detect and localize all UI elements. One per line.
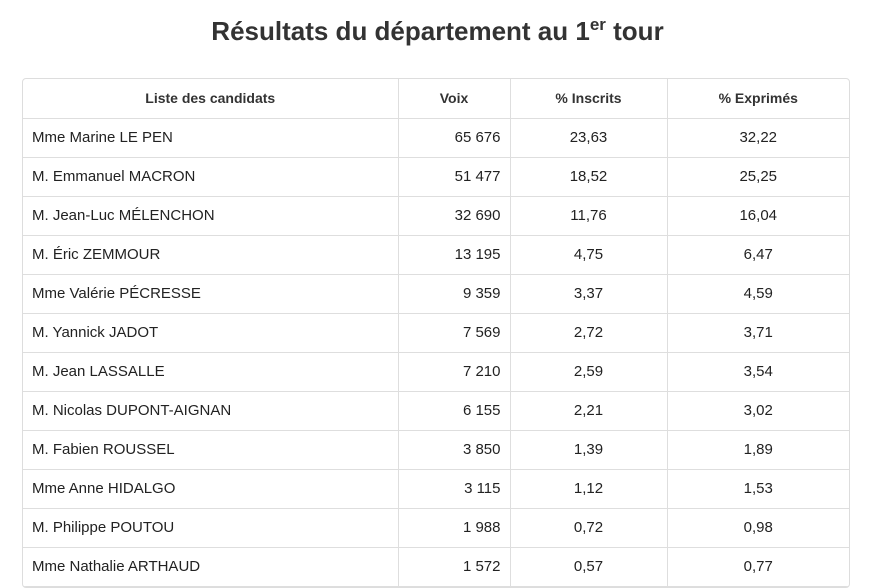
header-row: Liste des candidats Voix% Inscrits% Expri… [23, 79, 849, 119]
votes: 3 850 [397, 429, 511, 470]
title: Résultats du département au 1er tour [0, 16, 875, 47]
table-row: M. Philippe POUTOU 1 988 0,72 0,98 [23, 507, 849, 548]
table-row: M. Nicolas DUPONT-AIGNAN 6 155 2,21 3,02 [23, 390, 849, 431]
table-row: M. Jean LASSALLE 7 210 2,59 3,54 [23, 351, 849, 392]
pct-registered: 23,63 [509, 117, 668, 158]
table-row: M. Éric ZEMMOUR 13 195 4,75 6,47 [23, 234, 849, 275]
table-row: M. Jean-Luc MÉLENCHON 32 690 11,76 16,04 [23, 195, 849, 236]
table-row: Mme Nathalie ARTHAUD 1 572 0,57 0,77 [23, 546, 849, 587]
results-table: Liste des candidats Voix% Inscrits% Expri… [23, 79, 849, 587]
title-sup: er [589, 15, 606, 34]
pct-registered: 2,72 [509, 312, 668, 353]
votes: 7 210 [397, 351, 511, 392]
pct-cast: 25,25 [666, 156, 849, 197]
votes: 13 195 [397, 234, 511, 275]
pct-registered: 2,21 [509, 390, 668, 431]
candidate-name: M. Nicolas DUPONT-AIGNAN [23, 390, 399, 431]
candidate-name: Mme Nathalie ARTHAUD [23, 546, 399, 587]
table-row: Mme Marine LE PEN 65 676 23,63 32,22 [23, 117, 849, 158]
pct-registered: 1,39 [509, 429, 668, 470]
pct-cast: 0,98 [666, 507, 849, 548]
candidate-name: M. Jean-Luc MÉLENCHON [23, 195, 399, 236]
pct-cast: 0,77 [666, 546, 849, 587]
pct-registered: 0,57 [509, 546, 668, 587]
title-text: Résultats du département au 1 [211, 16, 590, 46]
candidate-name: M. Yannick JADOT [23, 312, 399, 353]
votes: 6 155 [397, 390, 511, 431]
column-header: Liste des candidats [23, 79, 399, 119]
votes: 3 115 [397, 468, 511, 509]
candidate-name: M. Philippe POUTOU [23, 507, 399, 548]
pct-registered: 18,52 [509, 156, 668, 197]
column-header: Voix [397, 79, 511, 119]
pct-cast: 16,04 [666, 195, 849, 236]
candidate-name: M. Emmanuel MACRON [23, 156, 399, 197]
candidate-name: M. Fabien ROUSSEL [23, 429, 399, 470]
table-row: Mme Valérie PÉCRESSE 9 359 3,37 4,59 [23, 273, 849, 314]
votes: 32 690 [397, 195, 511, 236]
votes: 7 569 [397, 312, 511, 353]
pct-registered: 0,72 [509, 507, 668, 548]
candidate-name: M. Jean LASSALLE [23, 351, 399, 392]
pct-cast: 3,02 [666, 390, 849, 431]
votes: 1 988 [397, 507, 511, 548]
pct-cast: 3,54 [666, 351, 849, 392]
column-header: % Exprimés [666, 79, 849, 119]
candidate-name: Mme Marine LE PEN [23, 117, 399, 158]
candidate-name: Mme Valérie PÉCRESSE [23, 273, 399, 314]
pct-registered: 1,12 [509, 468, 668, 509]
table-row: Mme Anne HIDALGO 3 115 1,12 1,53 [23, 468, 849, 509]
title-end: tour [605, 16, 664, 46]
pct-registered: 3,37 [509, 273, 668, 314]
table-container: Liste des candidats Voix% Inscrits% Expri… [22, 78, 850, 588]
pct-cast: 3,71 [666, 312, 849, 353]
candidate-name: M. Éric ZEMMOUR [23, 234, 399, 275]
votes: 65 676 [397, 117, 511, 158]
table-row: M. Fabien ROUSSEL 3 850 1,39 1,89 [23, 429, 849, 470]
pct-cast: 1,89 [666, 429, 849, 470]
pct-cast: 6,47 [666, 234, 849, 275]
pct-registered: 2,59 [509, 351, 668, 392]
votes: 51 477 [397, 156, 511, 197]
votes: 1 572 [397, 546, 511, 587]
votes: 9 359 [397, 273, 511, 314]
pct-registered: 11,76 [509, 195, 668, 236]
table-row: M. Yannick JADOT 7 569 2,72 3,71 [23, 312, 849, 353]
pct-registered: 4,75 [509, 234, 668, 275]
pct-cast: 32,22 [666, 117, 849, 158]
pct-cast: 1,53 [666, 468, 849, 509]
pct-cast: 4,59 [666, 273, 849, 314]
candidate-name: Mme Anne HIDALGO [23, 468, 399, 509]
table-row: M. Emmanuel MACRON 51 477 18,52 25,25 [23, 156, 849, 197]
column-header: % Inscrits [509, 79, 668, 119]
